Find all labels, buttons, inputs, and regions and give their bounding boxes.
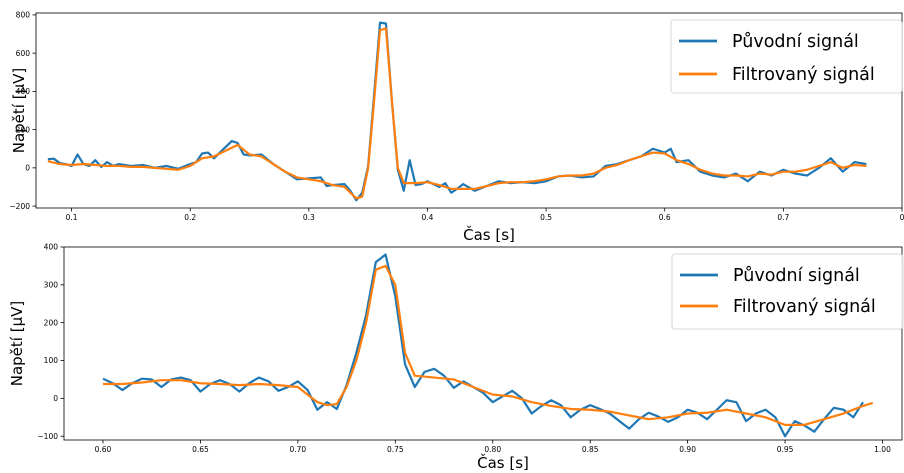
y-tick-label: 400: [16, 87, 31, 96]
y-tick-label: 800: [16, 11, 31, 20]
y-tick-label: 600: [16, 49, 31, 58]
x-tick-label: 0.1: [66, 213, 78, 222]
series-line-filtered: [102, 264, 874, 426]
plot-frame: [63, 246, 903, 441]
x-tick-label: 0.60: [95, 445, 112, 454]
plot-frame: [35, 12, 903, 209]
chart-panel-2: 0.60 0.65 0.70 0.75 0.80 0.85 0.90 0.95 1.00 −100…: [8, 243, 904, 472]
x-axis-label: Čas [s]: [477, 453, 529, 472]
x-tick-label: 0.7: [777, 213, 789, 222]
y-axis-label: Napětí [μV]: [10, 68, 28, 154]
x-tick-label: 0.95: [777, 445, 794, 454]
y-tick-label: 200: [16, 125, 31, 134]
x-tick-label: 0.80: [484, 445, 501, 454]
x-tick-label: 0.65: [192, 445, 209, 454]
x-axis-label: Čas [s]: [463, 225, 515, 244]
chart-panel-1: 0.1 0.2 0.3 0.4 0.5 0.6 0.7 0 −200 0 200 400 600 800 Č…: [9, 11, 904, 244]
legend-label: Filtrovaný signál: [732, 65, 875, 85]
legend: Původní signál Filtrovaný signál: [671, 253, 904, 330]
series-line-filtered: [47, 27, 867, 200]
x-tick-label: 0.2: [184, 213, 196, 222]
x-tick-label: 0.75: [387, 445, 404, 454]
y-tick-label: 0: [53, 394, 58, 403]
legend-box: [670, 19, 903, 94]
legend-box: [671, 253, 904, 330]
legend-label: Původní signál: [733, 266, 860, 286]
x-tick-label: 0.6: [659, 213, 671, 222]
x-tick-label: 0: [900, 213, 904, 222]
y-axis-label: Napětí [μV]: [8, 301, 26, 387]
x-tick-label: 0.90: [679, 445, 696, 454]
x-tick-label: 0.3: [303, 213, 315, 222]
y-tick-label: −200: [9, 202, 30, 211]
legend-label: Původní signál: [732, 32, 859, 52]
x-tick-label: 0.5: [540, 213, 552, 222]
legend: Původní signál Filtrovaný signál: [670, 19, 903, 94]
y-tick-label: 200: [44, 318, 59, 327]
y-tick-label: 100: [44, 356, 59, 365]
x-tick-label: 0.85: [582, 445, 599, 454]
y-tick-label: 400: [44, 243, 59, 252]
x-tick-label: 0.70: [290, 445, 307, 454]
x-tick-label: 0.4: [422, 213, 434, 222]
y-tick-label: 0: [25, 164, 30, 173]
y-tick-label: −100: [37, 432, 58, 441]
x-tick-label: 1.00: [874, 445, 891, 454]
legend-label: Filtrovaný signál: [733, 297, 876, 317]
y-tick-label: 300: [44, 281, 59, 290]
